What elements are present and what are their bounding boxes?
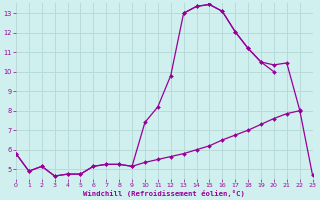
X-axis label: Windchill (Refroidissement éolien,°C): Windchill (Refroidissement éolien,°C) (83, 190, 245, 197)
